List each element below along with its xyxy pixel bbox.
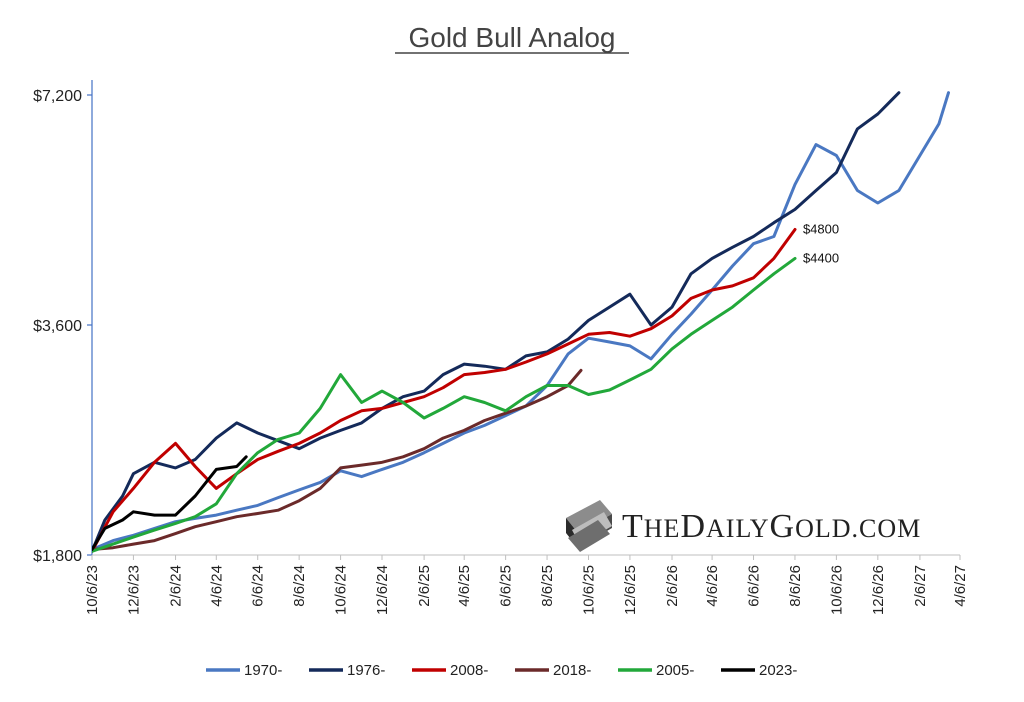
x-tick-label: 10/6/23 bbox=[84, 565, 101, 615]
legend-label: 1976- bbox=[347, 662, 385, 679]
x-tick-label: 12/6/25 bbox=[622, 565, 639, 615]
legend-label: 1970- bbox=[244, 662, 282, 679]
x-tick-label: 10/6/26 bbox=[828, 565, 845, 615]
x-tick-label: 8/6/25 bbox=[539, 565, 556, 607]
gold-bar-icon bbox=[566, 500, 612, 552]
series-line-2005 bbox=[92, 256, 797, 553]
x-tick-label: 12/6/24 bbox=[374, 565, 391, 615]
x-tick-label: 6/6/25 bbox=[498, 565, 515, 607]
y-axis: $1,800 $3,600 $7,200 bbox=[33, 80, 93, 565]
legend-label: 2005- bbox=[656, 662, 694, 679]
x-tick-label: 4/6/27 bbox=[952, 565, 969, 607]
x-tick-label: 2/6/26 bbox=[664, 565, 681, 607]
x-tick-label: 12/6/23 bbox=[125, 565, 142, 615]
legend-label: 2008- bbox=[450, 662, 488, 679]
chart-title: Gold Bull Analog bbox=[408, 22, 615, 53]
x-tick-label: 4/6/26 bbox=[704, 565, 721, 607]
series-line-2008 bbox=[92, 228, 797, 553]
x-tick-label: 8/6/24 bbox=[291, 565, 308, 607]
x-tick-label: 6/6/26 bbox=[746, 565, 763, 607]
series-lines bbox=[92, 91, 950, 553]
x-axis: 10/6/23 12/6/23 2/6/24 4/6/24 6/6/24 8/6/24 10… bbox=[84, 554, 969, 615]
legend: 1970- 1976- 2008- 2018- 2005- 2023- bbox=[206, 662, 797, 679]
x-tick-label: 4/6/24 bbox=[208, 565, 225, 607]
annotations: $4800 $4400 bbox=[803, 222, 839, 266]
legend-label: 2023- bbox=[759, 662, 797, 679]
x-tick-label: 2/6/25 bbox=[416, 565, 433, 607]
x-tick-label: 6/6/24 bbox=[250, 565, 267, 607]
y-tick-label: $1,800 bbox=[33, 548, 82, 565]
y-tick-label: $3,600 bbox=[33, 318, 82, 335]
series-line-2023 bbox=[92, 455, 248, 551]
legend-label: 2018- bbox=[553, 662, 591, 679]
series-line-1970 bbox=[92, 91, 950, 551]
end-value-label: $4800 bbox=[803, 222, 839, 237]
series-line-1976 bbox=[92, 91, 901, 553]
x-tick-label: 2/6/24 bbox=[168, 565, 185, 607]
x-tick-label: 12/6/26 bbox=[870, 565, 887, 615]
x-tick-label: 10/6/25 bbox=[580, 565, 597, 615]
x-tick-label: 4/6/25 bbox=[456, 565, 473, 607]
series-line-2018 bbox=[92, 368, 583, 551]
watermark: THEDAILYGOLD.COM bbox=[566, 500, 921, 552]
watermark-text: THEDAILYGOLD.COM bbox=[622, 508, 921, 545]
x-tick-label: 8/6/26 bbox=[787, 565, 804, 607]
y-tick-label: $7,200 bbox=[33, 88, 82, 105]
x-tick-label: 10/6/24 bbox=[333, 565, 350, 615]
x-tick-label: 2/6/27 bbox=[912, 565, 929, 607]
end-value-label: $4400 bbox=[803, 250, 839, 265]
